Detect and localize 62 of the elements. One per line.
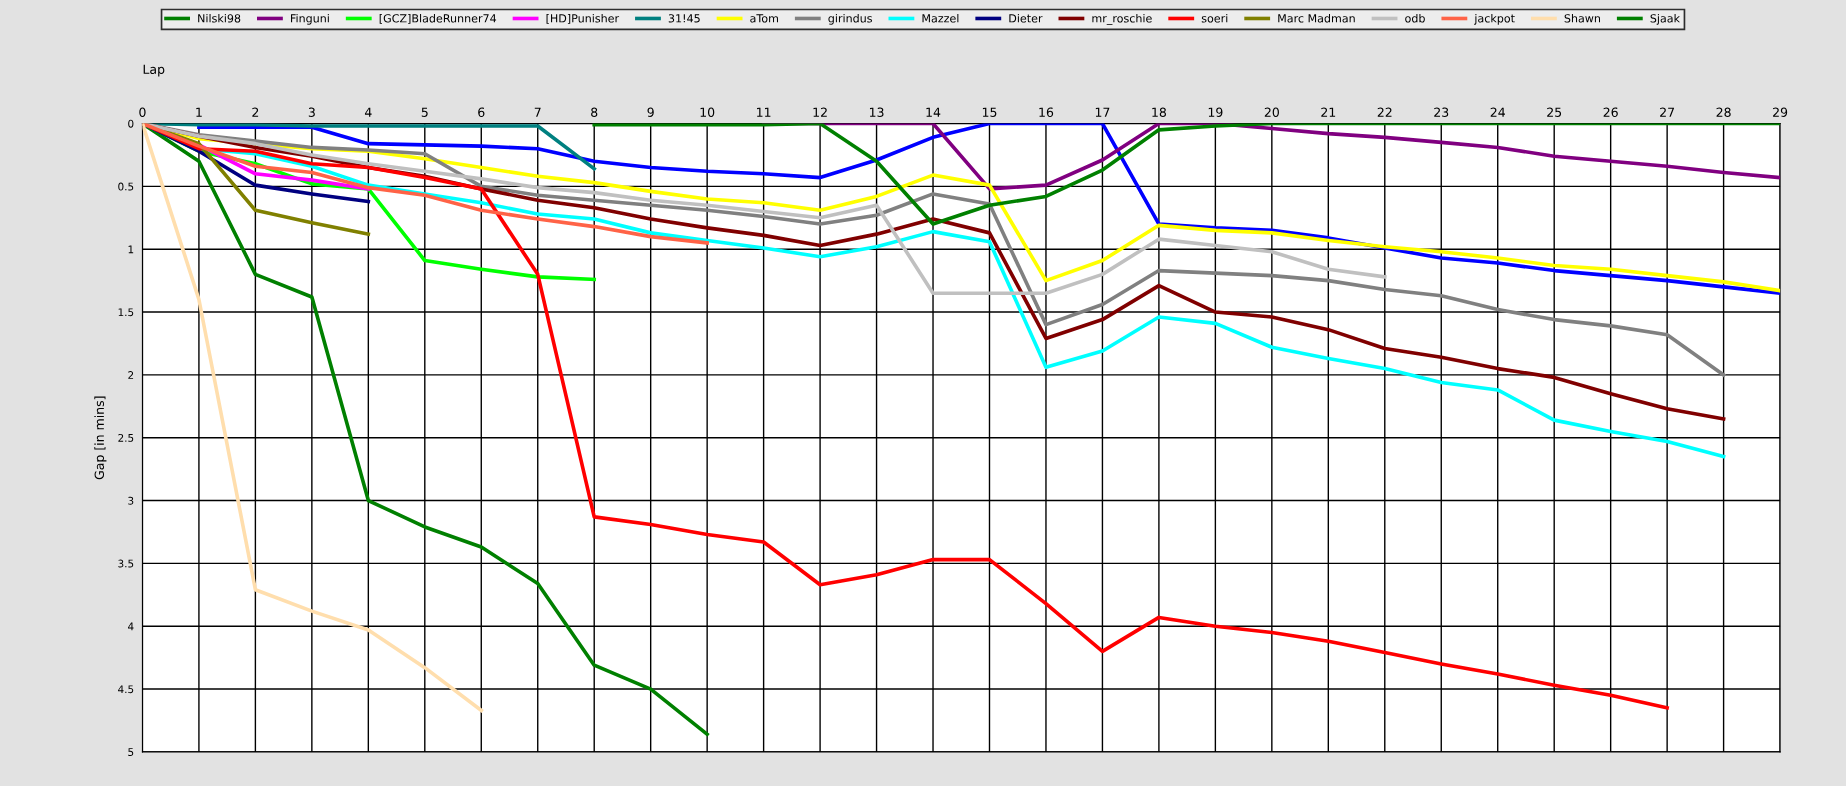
legend-label: Nilski98: [198, 13, 241, 23]
x-tick-label: 2: [252, 107, 259, 117]
legend-label: Mazzel: [922, 13, 959, 23]
x-tick-label: 11: [757, 107, 771, 117]
x-tick-label: 12: [813, 107, 827, 117]
y-tick-label: 1: [128, 245, 134, 254]
x-tick-label: 10: [700, 107, 715, 117]
legend-label: aTom: [750, 14, 778, 23]
x-tick-label: 9: [647, 107, 654, 117]
y-tick-label: 5: [128, 748, 134, 756]
x-tick-label: 16: [1039, 107, 1054, 117]
legend-label: Marc Madman: [1278, 13, 1355, 23]
legend-label: mr_roschie: [1092, 13, 1152, 25]
x-tick-label: 13: [869, 107, 884, 117]
x-tick-label: 17: [1095, 107, 1110, 117]
legend-label: [GCZ]BladeRunner74: [379, 13, 497, 24]
x-axis-title: Lap: [143, 64, 165, 77]
legend-label: 31!45: [668, 14, 700, 23]
y-tick-label: 0: [128, 119, 134, 128]
legend-label: [HD]Punisher: [546, 13, 620, 24]
x-tick-label: 22: [1377, 107, 1392, 117]
y-tick-label: 3: [128, 496, 134, 505]
y-tick-label: 4: [128, 622, 134, 631]
x-tick-label: 27: [1660, 107, 1675, 117]
x-tick-label: 0: [139, 107, 146, 117]
x-tick-label: 24: [1490, 107, 1505, 117]
legend-label: Finguni: [291, 13, 329, 25]
x-tick-label: 23: [1434, 107, 1449, 117]
line-series: [142, 123, 484, 713]
x-tick-label: 7: [534, 107, 541, 117]
y-tick-label: 4.5: [118, 685, 134, 694]
y-axis-title: Gap [in mins]: [94, 396, 107, 480]
x-tick-label: 8: [591, 107, 598, 117]
y-tick-label: 2: [128, 371, 134, 379]
x-tick-label: 28: [1716, 107, 1731, 117]
x-tick-label: 15: [982, 107, 997, 117]
legend-label: Sjaak: [1650, 13, 1680, 25]
legend-label: soeri: [1201, 13, 1228, 23]
legend-label: Shawn: [1564, 13, 1600, 23]
x-tick-label: 26: [1603, 107, 1618, 117]
line-series: [142, 123, 709, 245]
y-tick-label: 0.5: [118, 182, 134, 191]
x-tick-label: 4: [364, 107, 372, 117]
x-tick-label: 18: [1152, 107, 1166, 117]
x-tick-label: 29: [1773, 107, 1788, 117]
x-tick-label: 5: [421, 107, 428, 117]
legend-label: Dieter: [1009, 13, 1043, 23]
x-tick-label: 20: [1264, 107, 1279, 117]
x-tick-label: 25: [1547, 107, 1562, 117]
legend-label: odb: [1405, 13, 1425, 23]
x-tick-label: 14: [926, 107, 941, 117]
y-tick-label: 1.5: [118, 308, 134, 317]
x-tick-label: 19: [1208, 107, 1223, 117]
legend-label: girindus: [828, 13, 872, 25]
y-tick-label: 2.5: [118, 433, 134, 442]
x-tick-label: 21: [1321, 107, 1336, 117]
y-tick-label: 3.5: [118, 559, 134, 568]
line-series: [592, 123, 1781, 226]
legend-label: jackpot: [1474, 13, 1515, 25]
x-tick-label: 6: [478, 107, 485, 117]
x-tick-label: 1: [196, 107, 202, 117]
x-tick-label: 3: [308, 107, 315, 117]
